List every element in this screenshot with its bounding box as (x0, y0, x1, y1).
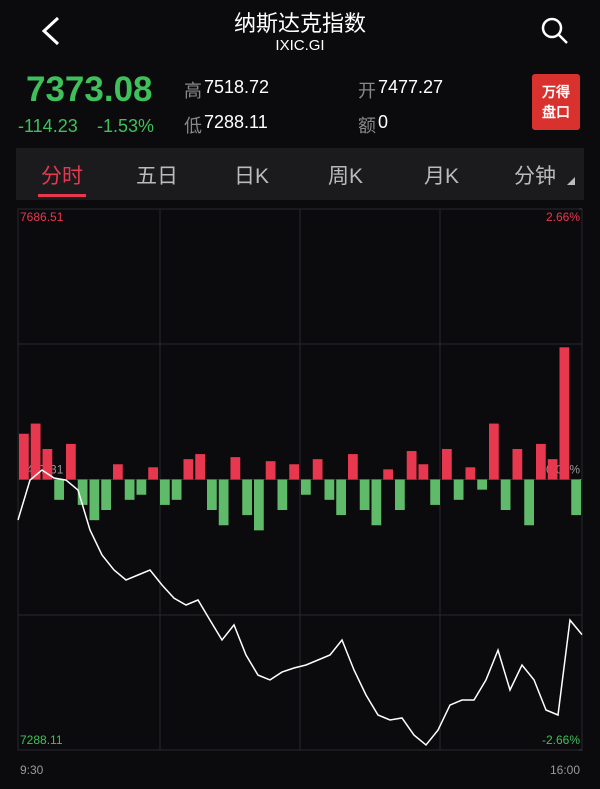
bar (265, 461, 276, 480)
dropdown-icon (567, 177, 575, 185)
bar (171, 479, 182, 500)
bar (418, 464, 429, 480)
bar (254, 479, 264, 531)
badge[interactable]: 万得 盘口 (532, 74, 580, 130)
bar (124, 479, 135, 500)
amount-label: 额 (358, 116, 376, 136)
bar (395, 479, 405, 511)
bar (183, 459, 194, 480)
bar (442, 448, 452, 480)
change-pct: -1.53% (97, 116, 155, 136)
bar (536, 443, 546, 480)
bar (559, 347, 570, 480)
low-label: 低 (184, 116, 202, 136)
bar (160, 479, 170, 505)
bar (19, 433, 29, 480)
tab[interactable]: 分钟 (514, 165, 556, 188)
bar (371, 479, 382, 526)
bar (524, 479, 534, 526)
bar (89, 479, 100, 521)
x-label: 16:00 (550, 763, 580, 777)
bar (324, 479, 335, 500)
bar (218, 479, 229, 526)
tab[interactable]: 周K (328, 165, 364, 188)
bar (383, 469, 393, 480)
chart: 7686.517487.317288.112.66%0.00%-2.66%9:3… (17, 208, 583, 777)
bar (348, 454, 358, 480)
bar (30, 423, 41, 480)
bar (136, 479, 147, 495)
bar (54, 479, 64, 500)
tab[interactable]: 日K (234, 165, 270, 188)
high-label: 高 (184, 81, 202, 101)
bar (465, 467, 476, 480)
open-label: 开 (358, 81, 376, 101)
bar (289, 464, 299, 480)
subtitle: IXIC.GI (275, 37, 325, 54)
bar (500, 479, 511, 511)
bar (42, 448, 53, 480)
y-tick-label: 7686.51 (20, 210, 64, 224)
bar (277, 479, 288, 511)
badge-line: 盘口 (542, 104, 570, 120)
back-button[interactable] (36, 14, 66, 48)
tab-indicator (38, 194, 86, 197)
bar (406, 451, 417, 480)
bar (489, 423, 499, 480)
bar (113, 464, 123, 480)
bar (359, 479, 370, 511)
price-line (17, 469, 583, 747)
change: -114.23 (18, 116, 78, 136)
search-button[interactable] (540, 16, 570, 46)
low: 7288.11 (204, 112, 268, 132)
bar (453, 479, 464, 500)
bar (512, 448, 523, 480)
bar (148, 467, 158, 480)
bar (242, 479, 252, 516)
tab-bar (16, 148, 584, 200)
price: 7373.08 (26, 70, 153, 109)
bar (207, 479, 217, 511)
tab[interactable]: 月K (424, 165, 460, 188)
amount: 0 (378, 112, 389, 132)
bar (430, 479, 440, 505)
bar (301, 479, 311, 495)
bar (547, 459, 558, 480)
y-tick-label: 7288.11 (20, 733, 63, 747)
y2-tick-label: -2.66% (542, 733, 580, 747)
bar (101, 479, 111, 511)
bar (66, 443, 76, 480)
tab[interactable]: 五日 (136, 165, 178, 188)
y2-tick-label: 2.66% (546, 210, 580, 224)
bar (77, 479, 88, 505)
bar (477, 479, 487, 490)
title: 纳斯达克指数 (233, 11, 366, 36)
bar (312, 459, 323, 480)
bar (571, 479, 581, 516)
badge-line: 万得 (542, 84, 570, 100)
bar (230, 457, 241, 480)
high: 7518.72 (204, 77, 270, 97)
bar (195, 454, 205, 480)
x-label: 9:30 (20, 763, 44, 777)
bar (336, 479, 346, 516)
tab[interactable]: 分时 (41, 165, 83, 188)
open: 7477.27 (378, 77, 444, 97)
